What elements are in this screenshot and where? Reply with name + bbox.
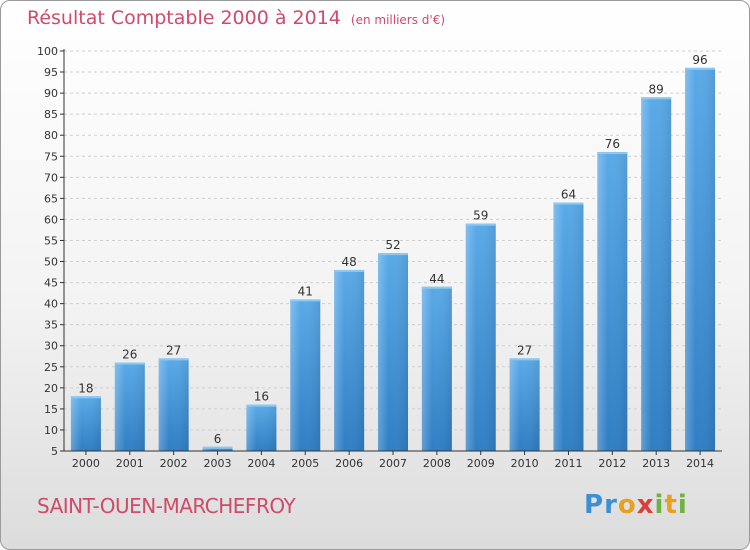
y-tick-label: 60 [44,213,58,226]
logo-letter: i [654,490,665,520]
logo-letter: r [604,490,618,520]
bar-top-highlight [421,286,452,289]
data-label: 6 [214,432,222,446]
x-tick-label: 2007 [379,457,407,470]
bar-shine [334,269,365,451]
x-tick-label: 2014 [686,457,714,470]
data-label: 76 [605,137,620,151]
bar-shine [114,362,145,451]
commune-name: SAINT-OUEN-MARCHEFROY [37,494,296,518]
x-tick-label: 2010 [511,457,539,470]
bar-top-highlight [114,362,145,365]
x-tick-label: 2011 [554,457,582,470]
bar-shine [553,202,584,451]
bar-shine [158,358,189,451]
x-tick-label: 2013 [642,457,670,470]
bar-top-highlight [246,404,277,407]
x-tick-label: 2005 [291,457,319,470]
bar-top-highlight [334,269,365,272]
y-tick-label: 75 [44,150,58,163]
logo-letter: t [664,490,678,520]
y-tick-label: 70 [44,171,58,184]
y-tick-label: 20 [44,382,58,395]
y-tick-label: 100 [37,45,58,58]
bar-top-highlight [597,152,628,155]
x-tick-label: 2006 [335,457,363,470]
x-tick-label: 2003 [204,457,232,470]
data-label: 27 [166,343,181,357]
bar-top-highlight [465,223,496,226]
x-tick-label: 2002 [160,457,188,470]
proxiti-logo: Proxiti [584,490,688,520]
bar-top-highlight [70,396,101,399]
chart-title: Résultat Comptable 2000 à 2014 [27,7,341,29]
y-tick-label: 50 [44,256,58,269]
data-label: 27 [517,343,532,357]
bar-shine [641,97,672,451]
data-label: 16 [254,390,269,404]
y-tick-label: 30 [44,340,58,353]
x-tick-label: 2001 [116,457,144,470]
data-label: 26 [122,348,137,362]
bar-shine [597,152,628,452]
y-tick-label: 5 [51,445,58,458]
data-label: 64 [561,188,576,202]
y-tick-label: 35 [44,319,58,332]
y-tick-label: 55 [44,234,58,247]
bars-group: 18 26 27 6 16 41 48 52 44 59 27 64 76 89 96 [70,53,716,452]
bar-top-highlight [553,202,584,205]
bar-shine [290,299,321,451]
logo-letter: P [584,490,605,520]
bar-shine [509,358,540,451]
y-tick-label: 10 [44,424,58,437]
logo-letter: x [636,490,655,520]
bar-top-highlight [158,358,189,361]
y-tick-label: 95 [44,66,58,79]
data-label: 48 [341,255,356,269]
bar-top-highlight [202,446,233,449]
y-tick-label: 45 [44,277,58,290]
x-tick-label: 2004 [247,457,275,470]
data-label: 41 [298,284,313,298]
logo-letter: i [677,490,688,520]
x-tick-label: 2000 [72,457,100,470]
y-tick-label: 40 [44,298,58,311]
bar-top-highlight [641,97,672,100]
y-tick-label: 25 [44,361,58,374]
bar-top-highlight [290,299,321,302]
data-label: 44 [429,272,444,286]
y-tick-label: 15 [44,403,58,416]
data-label: 52 [385,238,400,252]
y-tick-label: 85 [44,108,58,121]
bar-shine [685,67,716,451]
y-tick-label: 80 [44,129,58,142]
bar-shine [202,446,233,451]
bar-top-highlight [509,358,540,361]
bar-top-highlight [378,253,408,256]
y-tick-label: 65 [44,192,58,205]
bar-shine [246,404,277,451]
bar-shine [465,223,496,451]
x-tick-label: 2009 [467,457,495,470]
x-tick-label: 2012 [598,457,626,470]
data-label: 96 [692,53,707,67]
bar-shine [378,253,408,451]
bar-shine [421,286,452,451]
bar-shine [70,396,101,451]
x-tick-label: 2008 [423,457,451,470]
axes-group: 5 10 15 20 25 30 35 40 45 50 55 60 65 70 75 80 85 90 95 100… [37,45,722,470]
chart-title-row: Résultat Comptable 2000 à 2014 (en millie… [27,7,445,29]
bar-top-highlight [685,67,716,70]
data-label: 18 [78,381,93,395]
y-tick-label: 90 [44,87,58,100]
data-label: 59 [473,209,488,223]
data-label: 89 [649,82,664,96]
chart-unit-note: (en milliers d'€) [350,13,446,27]
logo-letter: o [617,490,637,520]
